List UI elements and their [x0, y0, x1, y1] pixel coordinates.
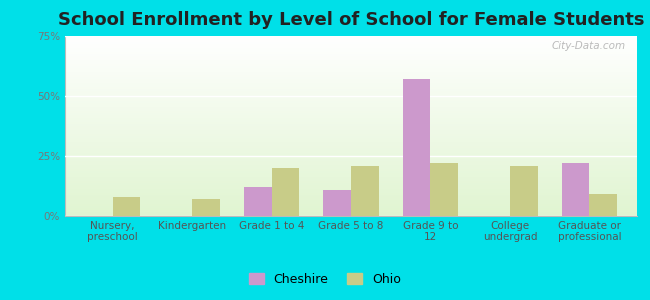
Bar: [244, 187, 272, 216]
Bar: [192, 199, 220, 216]
Title: School Enrollment by Level of School for Female Students: School Enrollment by Level of School for…: [58, 11, 644, 29]
Text: City-Data.com: City-Data.com: [551, 41, 625, 51]
Bar: [402, 79, 430, 216]
Bar: [323, 190, 351, 216]
Bar: [510, 166, 538, 216]
Legend: Cheshire, Ohio: Cheshire, Ohio: [244, 268, 406, 291]
Bar: [351, 166, 379, 216]
Bar: [272, 168, 300, 216]
Bar: [562, 163, 590, 216]
Bar: [112, 197, 140, 216]
Bar: [590, 194, 617, 216]
Bar: [430, 163, 458, 216]
